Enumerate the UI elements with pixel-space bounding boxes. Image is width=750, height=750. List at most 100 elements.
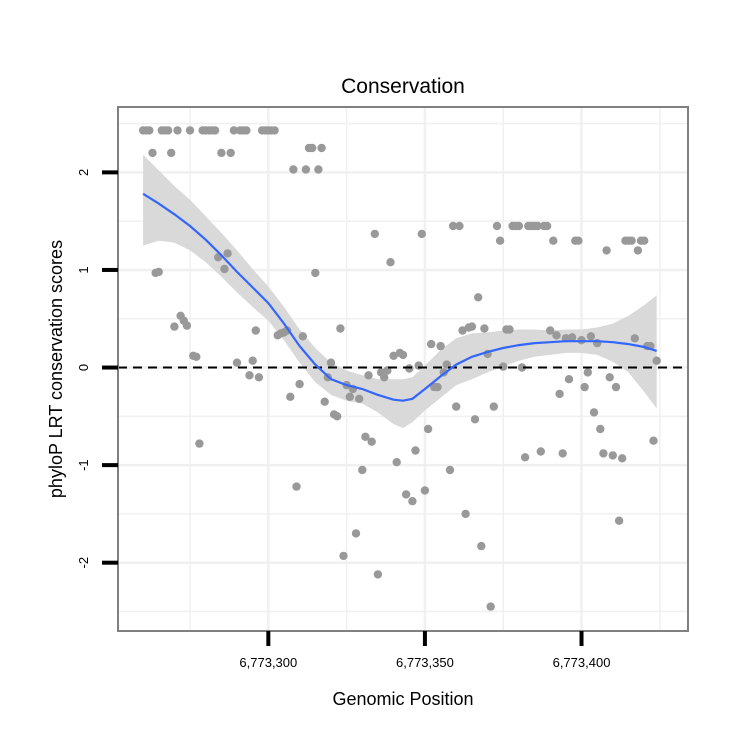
x-tick-label: 6,773,300 bbox=[239, 655, 297, 670]
data-point bbox=[370, 229, 379, 239]
data-point bbox=[182, 321, 192, 330]
data-point bbox=[320, 397, 329, 406]
data-point bbox=[567, 333, 577, 342]
data-point bbox=[602, 246, 611, 255]
data-point bbox=[170, 322, 179, 331]
data-point bbox=[401, 490, 411, 499]
data-point bbox=[589, 408, 599, 417]
x-axis-title: Genomic Position bbox=[332, 689, 473, 709]
data-point bbox=[574, 236, 583, 245]
data-point bbox=[583, 368, 592, 377]
data-point bbox=[226, 148, 235, 158]
data-point bbox=[467, 322, 477, 331]
data-point bbox=[474, 293, 483, 302]
data-point bbox=[358, 465, 367, 475]
data-point bbox=[489, 402, 498, 411]
data-point bbox=[452, 402, 461, 411]
data-point bbox=[492, 221, 502, 231]
data-point bbox=[163, 126, 173, 135]
data-point bbox=[486, 602, 495, 611]
data-point bbox=[411, 446, 420, 455]
panel-background bbox=[118, 107, 688, 631]
data-point bbox=[345, 392, 354, 401]
data-point bbox=[364, 371, 373, 380]
data-point bbox=[286, 392, 295, 401]
y-tick-label: 1 bbox=[76, 266, 91, 273]
data-point bbox=[520, 453, 530, 462]
data-point bbox=[558, 449, 567, 458]
data-point bbox=[245, 371, 254, 380]
data-point bbox=[605, 373, 614, 382]
data-point bbox=[596, 424, 605, 434]
data-point bbox=[173, 126, 182, 135]
data-point bbox=[333, 412, 342, 421]
data-point bbox=[499, 362, 508, 371]
y-axis: -2 -1 0 1 2 bbox=[76, 169, 118, 569]
x-tick-label: 6,773,350 bbox=[396, 655, 454, 670]
data-point bbox=[533, 221, 542, 231]
data-point bbox=[546, 326, 555, 335]
data-point bbox=[536, 447, 545, 456]
data-point bbox=[229, 126, 239, 135]
data-point bbox=[292, 482, 301, 491]
data-point bbox=[361, 432, 370, 441]
data-point bbox=[336, 324, 345, 333]
data-point bbox=[308, 143, 317, 153]
y-tick-label: -2 bbox=[76, 557, 91, 569]
data-point bbox=[242, 126, 251, 135]
y-axis-title: phyloP LRT conservation scores bbox=[46, 240, 66, 498]
y-tick-label: 2 bbox=[76, 169, 91, 176]
data-point bbox=[433, 382, 442, 392]
data-point bbox=[549, 236, 558, 245]
confidence-ribbon bbox=[143, 154, 657, 429]
data-point bbox=[633, 246, 643, 255]
data-point bbox=[649, 436, 658, 445]
data-point bbox=[314, 165, 323, 174]
data-point bbox=[514, 221, 524, 231]
data-point bbox=[480, 324, 489, 333]
data-point bbox=[367, 437, 376, 446]
data-point bbox=[217, 148, 226, 158]
data-point bbox=[298, 332, 307, 341]
data-point bbox=[145, 126, 154, 135]
data-point bbox=[195, 439, 204, 448]
data-point bbox=[580, 382, 589, 392]
data-point bbox=[414, 361, 423, 370]
data-point bbox=[148, 148, 157, 158]
data-point bbox=[295, 379, 304, 389]
x-tick-label: 6,773,400 bbox=[553, 655, 611, 670]
data-point bbox=[614, 516, 624, 525]
data-point bbox=[652, 356, 661, 365]
data-point bbox=[386, 258, 395, 267]
data-point bbox=[618, 454, 627, 463]
data-point bbox=[495, 236, 505, 245]
data-point bbox=[627, 236, 636, 245]
data-point bbox=[220, 264, 229, 274]
data-point bbox=[311, 268, 320, 278]
data-point bbox=[599, 449, 608, 458]
data-point bbox=[448, 221, 458, 231]
data-point bbox=[586, 332, 596, 341]
data-point bbox=[251, 326, 260, 335]
data-point bbox=[326, 358, 336, 367]
data-point bbox=[192, 352, 201, 361]
data-point bbox=[389, 351, 398, 360]
data-point bbox=[270, 126, 279, 135]
data-point bbox=[398, 350, 408, 360]
data-point bbox=[408, 497, 417, 506]
data-point bbox=[301, 165, 311, 174]
data-point bbox=[611, 382, 621, 392]
y-tick-label: 0 bbox=[76, 364, 91, 371]
data-point bbox=[232, 358, 242, 367]
data-point bbox=[185, 126, 195, 135]
data-point bbox=[517, 363, 527, 372]
smooth-line bbox=[142, 192, 658, 402]
data-point bbox=[351, 529, 361, 538]
data-point bbox=[355, 394, 364, 403]
data-point bbox=[564, 375, 574, 384]
data-point bbox=[423, 424, 433, 434]
x-axis: 6,773,300 6,773,350 6,773,400 bbox=[239, 631, 610, 670]
data-point bbox=[436, 341, 445, 351]
data-point bbox=[420, 486, 430, 495]
